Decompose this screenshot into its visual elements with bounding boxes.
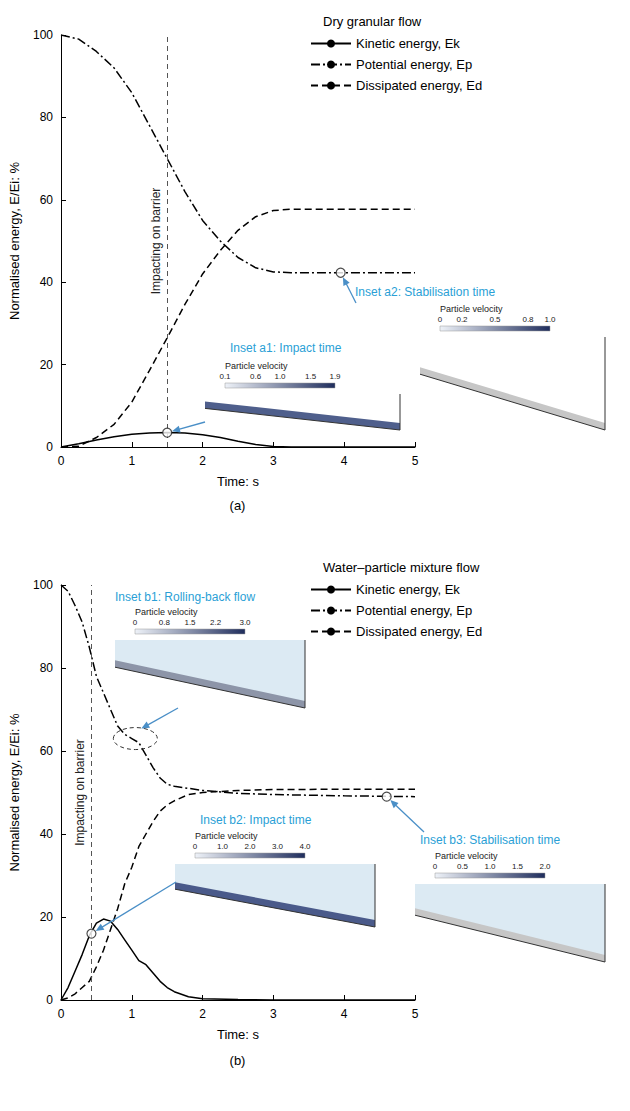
svg-text:2: 2 — [199, 1007, 206, 1021]
svg-text:1.9: 1.9 — [329, 372, 341, 381]
svg-text:2.2: 2.2 — [210, 618, 222, 627]
svg-text:Particle velocity: Particle velocity — [195, 831, 258, 841]
svg-text:Particle velocity: Particle velocity — [135, 607, 198, 617]
svg-text:0.8: 0.8 — [522, 315, 534, 324]
svg-text:1.5: 1.5 — [184, 618, 196, 627]
svg-text:5: 5 — [412, 1007, 419, 1021]
svg-text:4: 4 — [341, 1007, 348, 1021]
svg-text:3: 3 — [270, 1007, 277, 1021]
svg-text:Impacting on barrier: Impacting on barrier — [149, 188, 163, 295]
svg-text:2.0: 2.0 — [539, 862, 551, 871]
svg-text:20: 20 — [40, 358, 54, 372]
svg-text:Dry granular flow: Dry granular flow — [323, 14, 422, 29]
svg-text:4.0: 4.0 — [299, 842, 311, 851]
svg-text:Water–particle mixture flow: Water–particle mixture flow — [323, 560, 480, 575]
svg-text:Normalised energy, E/Ei: %: Normalised energy, E/Ei: % — [7, 162, 22, 320]
svg-text:0: 0 — [133, 618, 138, 627]
svg-text:40: 40 — [40, 275, 54, 289]
svg-text:1: 1 — [128, 454, 135, 468]
svg-text:Inset a1: Impact time: Inset a1: Impact time — [230, 341, 342, 355]
svg-text:60: 60 — [40, 744, 54, 758]
svg-text:Time: s: Time: s — [217, 474, 260, 489]
svg-text:0: 0 — [46, 993, 53, 1007]
svg-text:2: 2 — [199, 454, 206, 468]
svg-text:1.0: 1.0 — [217, 842, 229, 851]
svg-text:Inset a2: Stabilisation time: Inset a2: Stabilisation time — [355, 285, 495, 299]
svg-text:40: 40 — [40, 827, 54, 841]
svg-text:Normalised energy, E/Ei: %: Normalised energy, E/Ei: % — [7, 713, 22, 871]
svg-text:80: 80 — [40, 110, 54, 124]
svg-text:0.2: 0.2 — [456, 315, 468, 324]
svg-text:Particle velocity: Particle velocity — [225, 361, 288, 371]
svg-text:4: 4 — [341, 454, 348, 468]
svg-text:(b): (b) — [230, 1053, 246, 1068]
svg-text:Potential energy, Ep: Potential energy, Ep — [356, 603, 472, 618]
svg-text:Inset b3: Stabilisation time: Inset b3: Stabilisation time — [420, 833, 560, 847]
svg-text:1.5: 1.5 — [512, 862, 524, 871]
svg-text:Kinetic energy, Ek: Kinetic energy, Ek — [356, 582, 460, 597]
svg-text:0.1: 0.1 — [219, 372, 231, 381]
svg-text:0: 0 — [46, 440, 53, 454]
svg-text:Impacting on barrier: Impacting on barrier — [73, 739, 87, 846]
svg-text:0: 0 — [58, 1007, 65, 1021]
svg-text:60: 60 — [40, 193, 54, 207]
svg-text:100: 100 — [33, 28, 53, 42]
svg-text:80: 80 — [40, 661, 54, 675]
svg-text:20: 20 — [40, 910, 54, 924]
svg-text:Inset b1: Rolling-back flow: Inset b1: Rolling-back flow — [115, 590, 255, 604]
svg-text:Dissipated energy, Ed: Dissipated energy, Ed — [356, 624, 482, 639]
svg-text:100: 100 — [33, 578, 53, 592]
svg-text:Dissipated energy, Ed: Dissipated energy, Ed — [356, 78, 482, 93]
svg-text:3.0: 3.0 — [239, 618, 251, 627]
svg-text:Kinetic energy, Ek: Kinetic energy, Ek — [356, 36, 460, 51]
svg-text:1.0: 1.0 — [484, 862, 496, 871]
svg-text:1.0: 1.0 — [274, 372, 286, 381]
svg-text:Potential energy, Ep: Potential energy, Ep — [356, 57, 472, 72]
svg-text:Time: s: Time: s — [217, 1027, 260, 1042]
svg-text:1.5: 1.5 — [305, 372, 317, 381]
svg-text:0: 0 — [438, 315, 443, 324]
svg-text:0.8: 0.8 — [159, 618, 171, 627]
svg-text:0: 0 — [433, 862, 438, 871]
svg-text:0: 0 — [58, 454, 65, 468]
svg-text:Particle velocity: Particle velocity — [435, 851, 498, 861]
svg-text:0: 0 — [193, 842, 198, 851]
svg-text:0.5: 0.5 — [457, 862, 469, 871]
svg-text:0.5: 0.5 — [489, 315, 501, 324]
svg-text:3: 3 — [270, 454, 277, 468]
svg-text:1: 1 — [128, 1007, 135, 1021]
svg-text:5: 5 — [412, 454, 419, 468]
svg-text:1.0: 1.0 — [544, 315, 556, 324]
svg-text:Particle velocity: Particle velocity — [440, 304, 503, 314]
svg-text:(a): (a) — [230, 498, 246, 513]
svg-text:3.0: 3.0 — [272, 842, 284, 851]
svg-text:2.0: 2.0 — [244, 842, 256, 851]
svg-text:Inset b2: Impact time: Inset b2: Impact time — [200, 813, 312, 827]
svg-text:0.6: 0.6 — [250, 372, 262, 381]
